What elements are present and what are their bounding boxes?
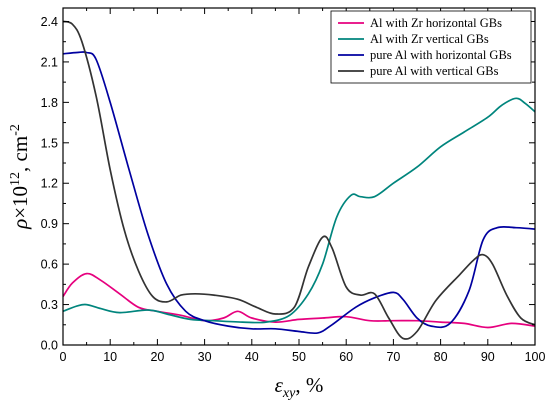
- y-tick-label: 0.0: [41, 339, 58, 353]
- y-axis-symbol: ρ: [8, 219, 32, 230]
- y-tick-label: 1.2: [41, 177, 58, 191]
- x-tick-label: 50: [292, 350, 306, 364]
- x-tick-label: 0: [60, 350, 67, 364]
- x-tick-label: 60: [339, 350, 353, 364]
- x-axis-title: εxy, %: [275, 373, 324, 401]
- legend-box: [330, 10, 532, 84]
- series-line-1: [62, 272, 536, 329]
- series-layer: [62, 20, 536, 340]
- y-tick-label: 0.3: [41, 298, 58, 312]
- y-axis-mult: ×10: [8, 186, 32, 219]
- x-tick-label: 90: [481, 350, 495, 364]
- y-axis-title: ρ×1012, cm-2: [8, 124, 32, 230]
- x-tick-label: 70: [386, 350, 400, 364]
- y-tick-label: 2.1: [41, 55, 58, 69]
- x-tick-label: 100: [525, 350, 546, 364]
- x-axis-symbol: ε: [275, 373, 284, 397]
- x-axis-subscript: xy: [282, 386, 296, 401]
- y-axis-unit-exponent: -2: [8, 124, 23, 136]
- y-axis-unit: , cm: [8, 136, 32, 172]
- x-tick-label: 30: [198, 350, 212, 364]
- legend-label-3: pure Al with horizontal GBs: [370, 48, 512, 62]
- legend-label-4: pure Al with vertical GBs: [370, 64, 499, 78]
- x-tick-label: 40: [245, 350, 259, 364]
- legend-items: Al with Zr horizontal GBs Al with Zr vert…: [338, 16, 512, 78]
- series-line-2: [62, 97, 536, 324]
- legend-label-1: Al with Zr horizontal GBs: [370, 16, 502, 30]
- x-tick-label: 80: [434, 350, 448, 364]
- x-axis-suffix: , %: [295, 373, 323, 397]
- legend-label-2: Al with Zr vertical GBs: [370, 32, 489, 46]
- y-tick-label: 1.8: [41, 96, 58, 110]
- y-axis-exponent: 12: [8, 172, 23, 186]
- y-tick-label: 1.5: [41, 136, 58, 150]
- x-tick-label: 10: [103, 350, 117, 364]
- series-line-4: [62, 20, 536, 340]
- legend: Al with Zr horizontal GBs Al with Zr vert…: [330, 10, 532, 84]
- y-tick-label: 0.9: [41, 217, 58, 231]
- y-tick-label: 2.4: [41, 15, 58, 29]
- ticks-layer: 0 10 20 30 40 50 60 70 80 90 100 0.0 0.3 0.6 0.9 1.2 1.5…: [41, 8, 546, 364]
- x-tick-label: 20: [150, 350, 164, 364]
- y-tick-label: 0.6: [41, 258, 58, 272]
- series-line-3: [62, 51, 536, 335]
